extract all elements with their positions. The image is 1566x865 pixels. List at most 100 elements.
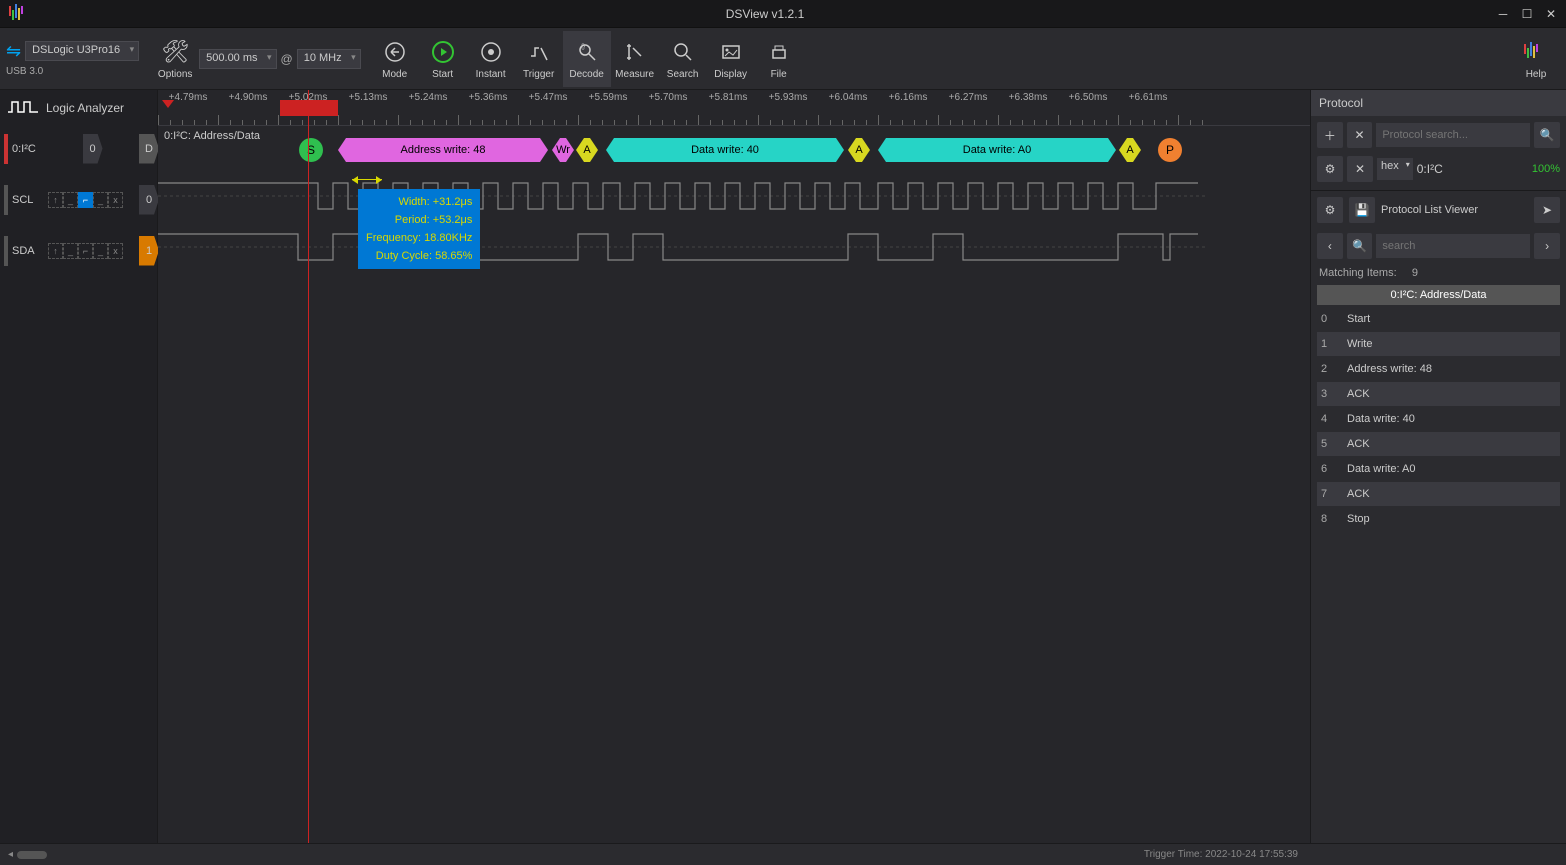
time-tick-label: +6.04ms [829, 92, 868, 103]
main-toolbar: ⇋ DSLogic U3Pro16 USB 3.0 🛠 Options 500.… [0, 28, 1566, 90]
time-tick-label: +5.59ms [589, 92, 628, 103]
time-tick-label: +6.50ms [1069, 92, 1108, 103]
list-viewer-title: Protocol List Viewer [1381, 204, 1528, 216]
trigger-icon [527, 37, 551, 67]
device-select[interactable]: DSLogic U3Pro16 [25, 41, 139, 61]
trigger-time-label: Trigger Time: 2022-10-24 17:55:39 [1144, 849, 1298, 860]
channel-name: SCL [12, 194, 44, 206]
channel-index-badge: 0 [139, 185, 159, 215]
protocol-list-item[interactable]: 6Data write: A0 [1317, 457, 1560, 481]
channel-sda[interactable]: SDA ↑_⌐_x 1 [0, 228, 157, 273]
matching-label: Matching Items: [1319, 267, 1397, 279]
maximize-button[interactable]: ☐ [1516, 4, 1538, 24]
time-tick-label: +5.24ms [409, 92, 448, 103]
decode-segment[interactable]: A [848, 138, 870, 162]
list-settings-button[interactable]: ⚙ [1317, 197, 1343, 223]
protocol-list-item[interactable]: 1Write [1317, 332, 1560, 356]
list-locate-button[interactable]: ➤ [1534, 197, 1560, 223]
scl-signal [158, 177, 1208, 217]
protocol-group-header[interactable]: 0:I²C: Address/Data [1317, 285, 1560, 305]
protocol-search-input[interactable] [1376, 123, 1530, 147]
decode-button[interactable]: {}Decode [563, 31, 611, 87]
channel-i2c[interactable]: 0:I²C 0 D [0, 126, 157, 171]
protocol-panel-title: Protocol [1311, 90, 1566, 116]
protocol-list-item[interactable]: 5ACK [1317, 432, 1560, 456]
protocol-list-item[interactable]: 7ACK [1317, 482, 1560, 506]
trigger-condition-icons[interactable]: ↑_⌐_x [48, 243, 123, 259]
instant-button[interactable]: Instant [467, 31, 515, 87]
list-prev-button[interactable]: ‹ [1317, 233, 1343, 259]
window-title: DSView v1.2.1 [38, 7, 1492, 21]
time-tick-label: +5.36ms [469, 92, 508, 103]
play-icon [431, 37, 455, 67]
sda-signal [158, 228, 1208, 268]
list-next-button[interactable]: › [1534, 233, 1560, 259]
mode-button[interactable]: Mode [371, 31, 419, 87]
list-search-input[interactable] [1376, 234, 1530, 258]
options-button[interactable]: 🛠 Options [151, 31, 199, 87]
decode-segment[interactable]: Data write: 40 [606, 138, 844, 162]
add-decoder-button[interactable]: ＋ [1317, 122, 1343, 148]
decode-segment[interactable]: Address write: 48 [338, 138, 548, 162]
rate-select[interactable]: 10 MHz [297, 49, 361, 69]
status-bar: ◂ Trigger Time: 2022-10-24 17:55:39 [0, 843, 1566, 865]
help-logo-icon [1522, 37, 1550, 67]
scrollbar-thumb[interactable] [17, 851, 47, 859]
decode-segment[interactable]: A [576, 138, 598, 162]
svg-text:{}: {} [581, 44, 585, 50]
scroll-left-arrow[interactable]: ◂ [8, 849, 13, 860]
trigger-condition-icons[interactable]: ↑_⌐_x [48, 192, 123, 208]
channel-d-badge: D [139, 134, 159, 164]
instant-icon [479, 37, 503, 67]
cursor-flag[interactable] [162, 100, 174, 108]
close-button[interactable]: ✕ [1540, 4, 1562, 24]
title-bar: DSView v1.2.1 ─ ☐ ✕ [0, 0, 1566, 28]
measure-button[interactable]: Measure [611, 31, 659, 87]
minimize-button[interactable]: ─ [1492, 4, 1514, 24]
time-tick-label: +4.90ms [229, 92, 268, 103]
display-icon [719, 37, 743, 67]
list-search-icon[interactable]: 🔍 [1347, 233, 1373, 259]
protocol-list-item[interactable]: 2Address write: 48 [1317, 357, 1560, 381]
trigger-button[interactable]: Trigger [515, 31, 563, 87]
decode-segment[interactable]: S [299, 138, 323, 162]
matching-count: 9 [1412, 267, 1418, 279]
time-tick-label: +5.70ms [649, 92, 688, 103]
channel-scl[interactable]: SCL ↑_⌐_x 0 [0, 177, 157, 222]
protocol-list-item[interactable]: 4Data write: 40 [1317, 407, 1560, 431]
time-tick-label: +5.93ms [769, 92, 808, 103]
decode-segment[interactable]: Data write: A0 [878, 138, 1116, 162]
format-select[interactable]: hex [1377, 158, 1413, 180]
help-button[interactable]: Help [1512, 31, 1560, 87]
decoder-settings-button[interactable]: ⚙ [1317, 156, 1343, 182]
channel-index-badge: 0 [83, 134, 103, 164]
protocol-list: 0Start1Write2Address write: 483ACK4Data … [1311, 307, 1566, 532]
remove-decoder-button[interactable]: ✕ [1347, 122, 1373, 148]
mode-icon [383, 37, 407, 67]
list-save-button[interactable]: 💾 [1349, 197, 1375, 223]
display-button[interactable]: Display [707, 31, 755, 87]
decoder-progress: 100% [1532, 163, 1560, 175]
time-tick-label: +6.16ms [889, 92, 928, 103]
decode-segment[interactable]: A [1119, 138, 1141, 162]
decode-segment[interactable]: Wr [552, 138, 574, 162]
decode-segment[interactable]: P [1158, 138, 1182, 162]
channel-name: 0:I²C [12, 143, 44, 155]
protocol-list-item[interactable]: 0Start [1317, 307, 1560, 331]
app-logo [4, 4, 38, 24]
file-button[interactable]: File [755, 31, 803, 87]
protocol-list-item[interactable]: 3ACK [1317, 382, 1560, 406]
sda-waveform-row [158, 228, 1310, 273]
time-tick-label: +5.81ms [709, 92, 748, 103]
measure-arrow [352, 179, 382, 189]
duration-select[interactable]: 500.00 ms [199, 49, 276, 69]
waveform-viewport[interactable]: +4.79ms+4.90ms+5.02ms+5.13ms+5.24ms+5.36… [158, 90, 1310, 843]
trigger-region-marker[interactable] [280, 100, 338, 116]
start-button[interactable]: Start [419, 31, 467, 87]
time-ruler[interactable]: +4.79ms+4.90ms+5.02ms+5.13ms+5.24ms+5.36… [158, 90, 1310, 126]
decoder-close-button[interactable]: ✕ [1347, 156, 1373, 182]
protocol-search-button[interactable]: 🔍 [1534, 122, 1560, 148]
search-button[interactable]: Search [659, 31, 707, 87]
protocol-list-item[interactable]: 8Stop [1317, 507, 1560, 531]
channel-index-badge: 1 [139, 236, 159, 266]
